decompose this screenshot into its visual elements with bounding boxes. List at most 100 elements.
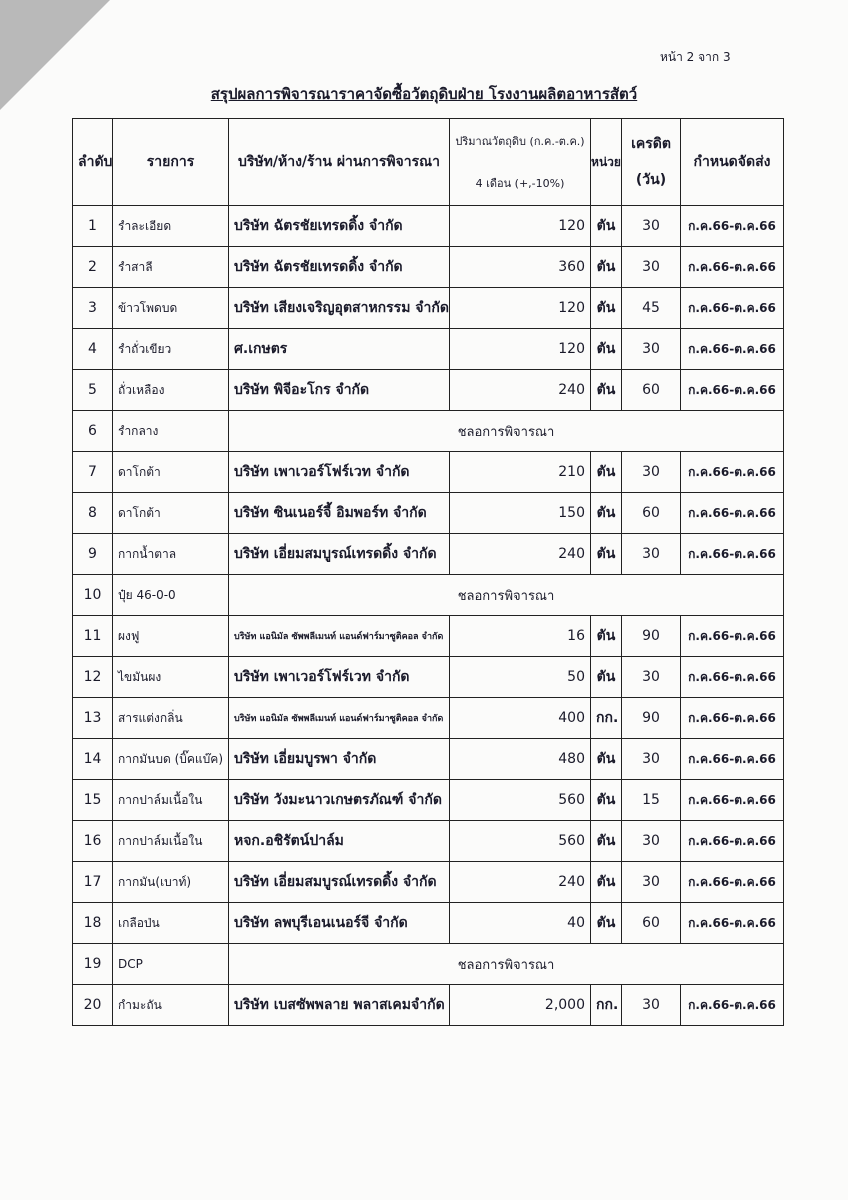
item-name: กากน้ำตาล [112,533,229,575]
header-cell: ปริมาณวัตถุดิบ (ก.ค.-ต.ค.) 4 เดือน (+,-10… [449,118,591,206]
credit-days: 30 [621,861,681,903]
credit-days: 30 [621,451,681,493]
credit-days: 60 [621,492,681,534]
unit: ตัน [590,779,622,821]
item-name: รำกลาง [112,410,229,452]
unit: ตัน [590,902,622,944]
table-row: 2 รำสาลี บริษัท ฉัตรชัยเทรดดิ้ง จำกัด 360 ตั… [72,246,784,288]
delivery: ก.ค.66-ต.ค.66 [680,328,784,370]
quantity: 120 [449,328,591,370]
item-name: ผงฟู [112,615,229,657]
delivery: ก.ค.66-ต.ค.66 [680,861,784,903]
item-name: รำสาลี [112,246,229,288]
item-name: เกลือป่น [112,902,229,944]
table: ลำดับ รายการ บริษัท/ห้าง/ร้าน ผ่านการพิจ… [72,118,784,1026]
unit: กก. [590,697,622,739]
unit: ตัน [590,656,622,698]
table-row: 3 ข้าวโพดบด บริษัท เสียงเจริญอุตสาหกรรม จำ… [72,287,784,329]
header-cell: กำหนดจัดส่ง [680,118,784,206]
item-name: สารแต่งกลิ่น [112,697,229,739]
unit: ตัน [590,820,622,862]
unit: ตัน [590,246,622,288]
credit-days: 30 [621,984,681,1026]
row-number: 20 [72,984,113,1026]
table-row: 7 ดาโกต้า บริษัท เพาเวอร์โฟร์เวท จำกัด 210 ต… [72,451,784,493]
table-row: 6 รำกลาง ชลอการพิจารณา [72,410,784,452]
item-name: ปุ๋ย 46-0-0 [112,574,229,616]
company: บริษัท เสียงเจริญอุตสาหกรรม จำกัด [228,287,450,329]
page-number: หน้า 2 จาก 3 [660,50,731,64]
quantity: 120 [449,205,591,247]
delivery: ก.ค.66-ต.ค.66 [680,902,784,944]
row-number: 6 [72,410,113,452]
header-cell: รายการ [112,118,229,206]
delivery: ก.ค.66-ต.ค.66 [680,779,784,821]
unit: ตัน [590,492,622,534]
credit-days: 30 [621,820,681,862]
unit: ตัน [590,205,622,247]
quantity: 360 [449,246,591,288]
company: บริษัท วังมะนาวเกษตรภัณฑ์ จำกัด [228,779,450,821]
quantity: 150 [449,492,591,534]
deferred-note: ชลอการพิจารณา [228,943,784,985]
item-name: รำละเอียด [112,205,229,247]
credit-days: 60 [621,369,681,411]
unit: ตัน [590,369,622,411]
item-name: ดาโกต้า [112,451,229,493]
credit-days: 15 [621,779,681,821]
row-number: 1 [72,205,113,247]
quantity: 240 [449,861,591,903]
item-name: ดาโกต้า [112,492,229,534]
item-name: กากปาล์มเนื้อใน [112,779,229,821]
header-text: เครดิต [631,136,671,152]
table-row: 12 ไขมันผง บริษัท เพาเวอร์โฟร์เวท จำกัด 50 ต… [72,656,784,698]
delivery: ก.ค.66-ต.ค.66 [680,205,784,247]
quantity: 120 [449,287,591,329]
unit: ตัน [590,861,622,903]
table-row: 5 ถั่วเหลือง บริษัท พิจีอะโกร จำกัด 240 ตัน 6… [72,369,784,411]
credit-days: 30 [621,738,681,780]
item-name: ข้าวโพดบด [112,287,229,329]
credit-days: 30 [621,328,681,370]
table-row: 9 กากน้ำตาล บริษัท เอี่ยมสมบูรณ์เทรดดิ้ง จ… [72,533,784,575]
row-number: 14 [72,738,113,780]
quantity: 50 [449,656,591,698]
header-text: (วัน) [635,172,667,188]
row-number: 9 [72,533,113,575]
row-number: 12 [72,656,113,698]
table-row: 20 กำมะถัน บริษัท เบสซัพพลาย พลาสเคมจำกัด 2… [72,984,784,1026]
delivery: ก.ค.66-ต.ค.66 [680,533,784,575]
unit: ตัน [590,738,622,780]
row-number: 15 [72,779,113,821]
row-number: 18 [72,902,113,944]
header-cell: เครดิต (วัน) [621,118,681,206]
item-name: รำถั่วเขียว [112,328,229,370]
header-text: ปริมาณวัตถุดิบ (ก.ค.-ต.ค.) [455,135,585,148]
deferred-note: ชลอการพิจารณา [228,574,784,616]
quantity: 560 [449,779,591,821]
deferred-note: ชลอการพิจารณา [228,410,784,452]
company: บริษัท เอี่ยมสมบูรณ์เทรดดิ้ง จำกัด [228,861,450,903]
company: ศ.เกษตร [228,328,450,370]
company: บริษัท แอนิมัล ซัพพลีเมนท์ แอนด์ฟาร์มาซู… [228,615,450,657]
table-row: 17 กากมัน(เบาท์) บริษัท เอี่ยมสมบูรณ์เทรดด… [72,861,784,903]
table-row: 10 ปุ๋ย 46-0-0 ชลอการพิจารณา [72,574,784,616]
company: บริษัท ซินเนอร์จี้ อิมพอร์ท จำกัด [228,492,450,534]
row-number: 4 [72,328,113,370]
company: บริษัท เพาเวอร์โฟร์เวท จำกัด [228,656,450,698]
row-number: 11 [72,615,113,657]
credit-days: 30 [621,246,681,288]
item-name: DCP [112,943,229,985]
company: บริษัท ฉัตรชัยเทรดดิ้ง จำกัด [228,246,450,288]
unit: กก. [590,984,622,1026]
quantity: 400 [449,697,591,739]
credit-days: 60 [621,902,681,944]
company: หจก.อชิรัตน์ปาล์ม [228,820,450,862]
title: สรุปผลการพิจารณาราคาจัดซื้อวัตถุดิบฝ่าย … [210,85,638,103]
company: บริษัท ฉัตรชัยเทรดดิ้ง จำกัด [228,205,450,247]
table-row: 13 สารแต่งกลิ่น บริษัท แอนิมัล ซัพพลีเมนท์… [72,697,784,739]
delivery: ก.ค.66-ต.ค.66 [680,656,784,698]
delivery: ก.ค.66-ต.ค.66 [680,697,784,739]
item-name: ถั่วเหลือง [112,369,229,411]
